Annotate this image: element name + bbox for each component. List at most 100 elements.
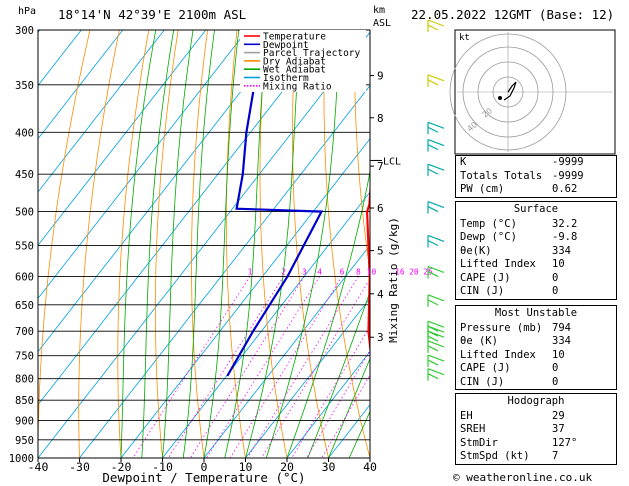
hodograph-table-label: StmDir (460, 436, 498, 449)
surface-label: CIN (J) (460, 285, 505, 297)
k-index-row: K -9999 (456, 156, 616, 170)
hodograph-kt-label: kt (459, 33, 470, 43)
wet-adiabat-line (162, 30, 194, 458)
hodograph-table-title: Hodograph (507, 395, 565, 407)
surface-label: Temp (°C) (460, 217, 517, 230)
hodograph-table-value: 7 (552, 450, 559, 462)
pw-value: 0.62 (552, 183, 578, 195)
surface-label: Lifted Index (460, 258, 536, 270)
km-tick-label: 3 (377, 331, 384, 344)
wet-adiabat-line (203, 30, 240, 458)
wet-adiabat-line (182, 30, 215, 458)
dry-adiabat-line (292, 30, 329, 458)
pw-label: PW (cm) (460, 183, 505, 195)
isotherm-line (38, 30, 165, 193)
mixing-ratio-axis-label: Mixing Ratio (g/kg) (387, 217, 400, 343)
legend-background (240, 30, 366, 92)
km-tick-label: 6 (377, 202, 384, 215)
totals-totals-row: Totals Totals -9999 (456, 170, 616, 184)
hodograph-table-label: StmSpd (kt) (460, 450, 530, 462)
wet-adiabat-line (328, 357, 370, 458)
wet-adiabat-line (307, 290, 370, 458)
totals-totals-label: Totals Totals (460, 169, 543, 182)
legend-label: Mixing Ratio (263, 81, 332, 92)
background-lines (38, 30, 629, 458)
isotherm-line (120, 138, 370, 458)
mixing-ratio-tick-label: 6 (340, 267, 345, 276)
most-unstable-label: CAPE (J) (460, 362, 511, 374)
pressure-tick-label: 600 (15, 271, 34, 283)
temperature-tick-label: -10 (152, 460, 173, 474)
hodograph-table-row: SREH 37 (456, 423, 616, 437)
hodograph-table-label: EH (460, 409, 473, 422)
mixing-ratio-line (206, 276, 321, 458)
most-unstable-row: θe (K) 334 (456, 335, 616, 349)
wind-barb-flag (427, 325, 445, 333)
pressure-tick-label: 700 (15, 326, 34, 338)
copyright-footer[interactable]: © weatheronline.co.uk (453, 471, 593, 484)
temperature-tick-label: -40 (28, 460, 49, 474)
temperature-tick-label: -30 (69, 460, 90, 474)
wind-barb-flag (427, 24, 439, 31)
isotherm-line (38, 30, 331, 406)
dry-adiabat-line (225, 30, 246, 458)
surface-value: 0 (552, 285, 559, 297)
datetime-title: 22.05.2022 12GMT (Base: 12) (411, 7, 614, 22)
isotherm-line (38, 31, 370, 458)
surface-row: θe(K) 334 (456, 245, 616, 259)
mixing-ratio-line (190, 276, 305, 458)
surface-row: Dewp (°C) -9.8 (456, 231, 616, 245)
pressure-tick-label: 750 (15, 351, 34, 363)
temperature-tick-label: 20 (280, 460, 294, 474)
wind-barb-flag (427, 330, 445, 338)
wind-barb-flag (427, 299, 439, 306)
pressure-tick-label: 850 (15, 395, 34, 407)
wind-barb-flag (427, 201, 445, 209)
dewpoint-line (226, 30, 324, 377)
legend-label: Wet Adiabat (263, 65, 326, 76)
isotherm-line (328, 404, 370, 458)
dry-adiabat-line (259, 30, 288, 458)
surface-row: CAPE (J) 0 (456, 272, 616, 286)
legend-label: Temperature (263, 32, 326, 43)
wind-barb-flag (427, 359, 439, 366)
hodograph-table-row: StmDir 127° (456, 437, 616, 451)
pressure-tick-label: 950 (15, 435, 34, 447)
most-unstable-label: Lifted Index (460, 348, 536, 361)
legend-label: Parcel Trajectory (263, 48, 361, 59)
wind-barb-flag (427, 74, 445, 82)
most-unstable-label: Pressure (mb) (460, 321, 543, 334)
storm-motion-marker (498, 96, 502, 100)
most-unstable-row: CAPE (J) 0 (456, 362, 616, 376)
isotherm-line (286, 350, 370, 458)
pressure-tick-label: 500 (15, 207, 34, 219)
km-label: km (373, 5, 385, 16)
dry-adiabat-line (619, 30, 629, 458)
surface-label: Dewp (°C) (460, 231, 517, 243)
wind-barb-flag (427, 354, 445, 362)
surface-value: 334 (552, 244, 571, 257)
mixing-ratio-tick-label: 2 (281, 267, 286, 276)
hodograph-table-label: SREH (460, 423, 486, 435)
most-unstable-value: 794 (552, 321, 571, 334)
mixing-ratio-tick-label: 3 (302, 267, 307, 276)
km-tick-label: 8 (377, 112, 384, 125)
pw-row: PW (cm) 0.62 (456, 183, 616, 197)
pressure-tick-label: 550 (15, 240, 34, 252)
hpa-label: hPa (18, 6, 36, 17)
pressure-tick-label: 650 (15, 300, 34, 312)
asl-label: ASL (373, 18, 391, 29)
wind-barb-flag (427, 144, 439, 151)
isotherm-line (38, 30, 248, 299)
dry-adiabat-line (38, 30, 91, 458)
wind-barb-flag (427, 320, 445, 328)
isotherm-line (79, 84, 370, 458)
most-unstable-value: 0 (552, 375, 559, 388)
wind-barb-flag (427, 121, 445, 129)
isotherm-line (38, 30, 207, 246)
wet-adiabat-line (348, 410, 370, 458)
most-unstable-title: Most Unstable (494, 307, 578, 319)
most-unstable-label: θe (K) (460, 335, 498, 347)
